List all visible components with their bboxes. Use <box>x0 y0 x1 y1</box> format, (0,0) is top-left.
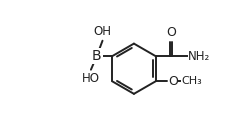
Text: O: O <box>166 26 176 39</box>
Text: B: B <box>92 49 102 63</box>
Text: CH₃: CH₃ <box>181 76 202 86</box>
Text: O: O <box>168 75 178 88</box>
Text: NH₂: NH₂ <box>188 50 210 63</box>
Text: HO: HO <box>82 72 100 85</box>
Text: OH: OH <box>94 25 112 38</box>
